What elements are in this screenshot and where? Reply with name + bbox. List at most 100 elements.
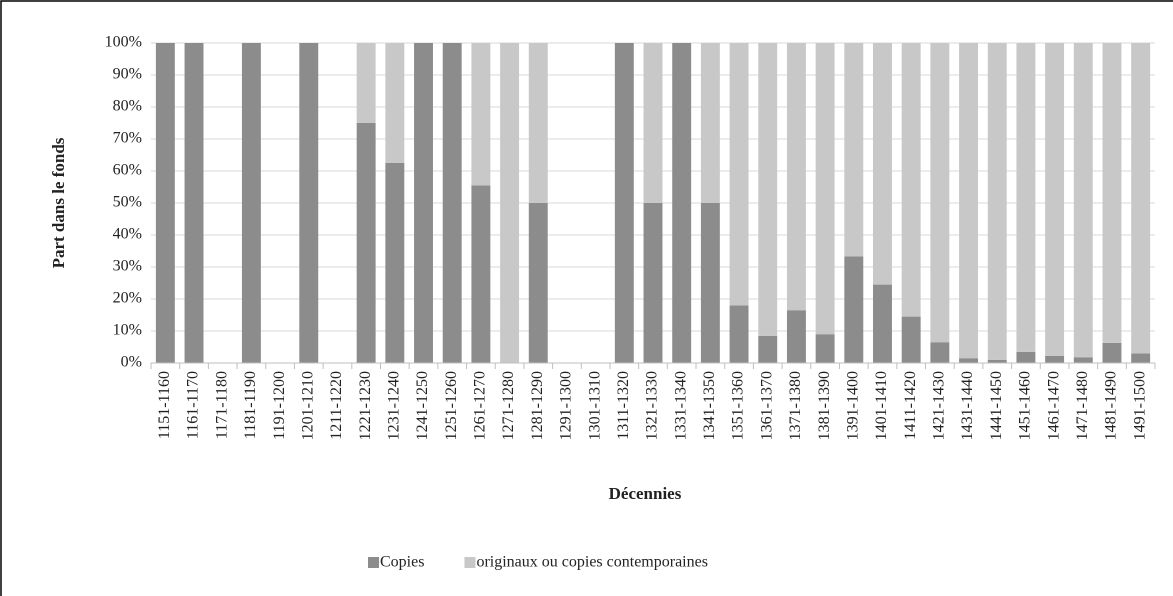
- bar-segment: [901, 43, 921, 317]
- x-tick-label: 1241-1250: [414, 371, 431, 440]
- bar-segment: [700, 203, 720, 363]
- y-tick-label: 0%: [121, 354, 142, 371]
- x-tick-label: 1471-1480: [1074, 371, 1091, 440]
- bar-segment: [385, 163, 405, 363]
- y-tick-label: 60%: [113, 162, 142, 179]
- legend-swatch: [368, 557, 379, 568]
- x-tick-label: 1311-1320: [615, 371, 632, 440]
- bar-segment: [815, 334, 835, 363]
- bar-segment: [987, 43, 1007, 360]
- x-tick-label: 1491-1500: [1131, 371, 1148, 440]
- x-tick-label: 1411-1420: [902, 371, 919, 440]
- x-tick-label: 1151-1160: [156, 371, 173, 439]
- bar-segment: [643, 43, 663, 203]
- x-tick-label: 1371-1380: [787, 371, 804, 440]
- x-tick-label: 1401-1410: [873, 371, 890, 440]
- bar-segment: [528, 203, 548, 363]
- bar-segment: [356, 123, 376, 363]
- bar-segment: [471, 185, 491, 363]
- x-tick-label: 1161-1170: [185, 371, 202, 439]
- x-tick-label: 1251-1260: [443, 371, 460, 440]
- y-tick-label: 30%: [113, 258, 142, 275]
- bar-segment: [500, 43, 520, 363]
- y-tick-label: 10%: [113, 322, 142, 339]
- x-tick-label: 1291-1300: [558, 371, 575, 440]
- bar-segment: [471, 43, 491, 186]
- x-tick-label: 1341-1350: [701, 371, 718, 440]
- y-tick-label: 100%: [105, 34, 142, 51]
- bar-segment: [1102, 342, 1122, 363]
- bar-segment: [930, 342, 950, 363]
- bar-segment: [1131, 353, 1151, 363]
- bar-segment: [356, 43, 376, 123]
- bar-segment: [528, 43, 548, 203]
- bar-segment: [1016, 351, 1036, 363]
- bar-segment: [873, 43, 892, 285]
- x-tick-label: 1271-1280: [500, 371, 517, 440]
- x-tick-label: 1331-1340: [672, 371, 689, 440]
- bar-segment: [729, 43, 749, 306]
- x-tick-label: 1381-1390: [816, 371, 833, 440]
- bar-segment: [729, 305, 749, 363]
- bar-segment: [184, 43, 204, 363]
- bar-segment: [700, 43, 720, 203]
- bar-segment: [1131, 43, 1151, 354]
- bar-segment: [786, 310, 806, 363]
- y-tick-label: 90%: [113, 66, 142, 83]
- bar-segment: [614, 43, 634, 363]
- bar-segment: [672, 43, 692, 363]
- x-tick-label: 1191-1200: [271, 371, 288, 440]
- x-tick-label: 1221-1230: [357, 371, 374, 440]
- x-tick-label: 1461-1470: [1045, 371, 1062, 440]
- y-axis-label: Part dans le fonds: [49, 137, 68, 268]
- x-tick-label: 1421-1430: [931, 371, 948, 440]
- bar-segment: [414, 43, 433, 363]
- x-tick-label: 1391-1400: [844, 371, 861, 440]
- bar-segment: [786, 43, 806, 311]
- legend-label: Copies: [380, 554, 424, 571]
- bar-segment: [1073, 357, 1093, 363]
- bar-segment: [815, 43, 835, 335]
- bar-segment: [1045, 43, 1065, 356]
- bar-segment: [873, 284, 892, 363]
- x-tick-label: 1361-1370: [758, 371, 775, 440]
- bar-segment: [844, 256, 864, 363]
- y-tick-label: 40%: [113, 226, 142, 243]
- bar-segment: [959, 43, 979, 359]
- bar-segment: [299, 43, 319, 363]
- x-tick-label: 1201-1210: [299, 371, 316, 440]
- legend-swatch: [464, 557, 476, 568]
- x-axis-label: Décennies: [609, 484, 682, 503]
- x-tick-label: 1481-1490: [1103, 371, 1120, 440]
- x-tick-label: 1281-1290: [529, 371, 546, 440]
- x-tick-label: 1171-1180: [213, 371, 230, 439]
- bar-segment: [901, 316, 921, 363]
- bar-segment: [959, 358, 979, 363]
- bar-segment: [758, 43, 778, 336]
- bar-segment: [643, 203, 663, 363]
- bar-segment: [241, 43, 261, 363]
- bar-segment: [385, 43, 405, 163]
- x-tick-label: 1211-1220: [328, 371, 345, 440]
- x-tick-label: 1451-1460: [1017, 371, 1034, 440]
- x-tick-label: 1231-1240: [386, 371, 403, 440]
- bar-segment: [844, 43, 864, 257]
- x-tick-label: 1321-1330: [644, 371, 661, 440]
- y-tick-label: 20%: [113, 290, 142, 307]
- bar-segment: [1102, 43, 1122, 343]
- bar-segment: [930, 43, 950, 343]
- bar-segment: [987, 359, 1007, 363]
- x-tick-label: 1441-1450: [988, 371, 1005, 440]
- bar-segment: [1073, 43, 1093, 358]
- bar-segment: [1016, 43, 1036, 352]
- bar-segment: [1045, 355, 1065, 363]
- bar-segment: [758, 335, 778, 363]
- bar-segment: [155, 43, 175, 363]
- bar-segment: [442, 43, 462, 363]
- y-tick-label: 50%: [113, 194, 142, 211]
- x-tick-label: 1261-1270: [472, 371, 489, 440]
- x-tick-label: 1181-1190: [242, 371, 259, 439]
- y-tick-label: 80%: [113, 98, 142, 115]
- x-tick-label: 1431-1440: [959, 371, 976, 440]
